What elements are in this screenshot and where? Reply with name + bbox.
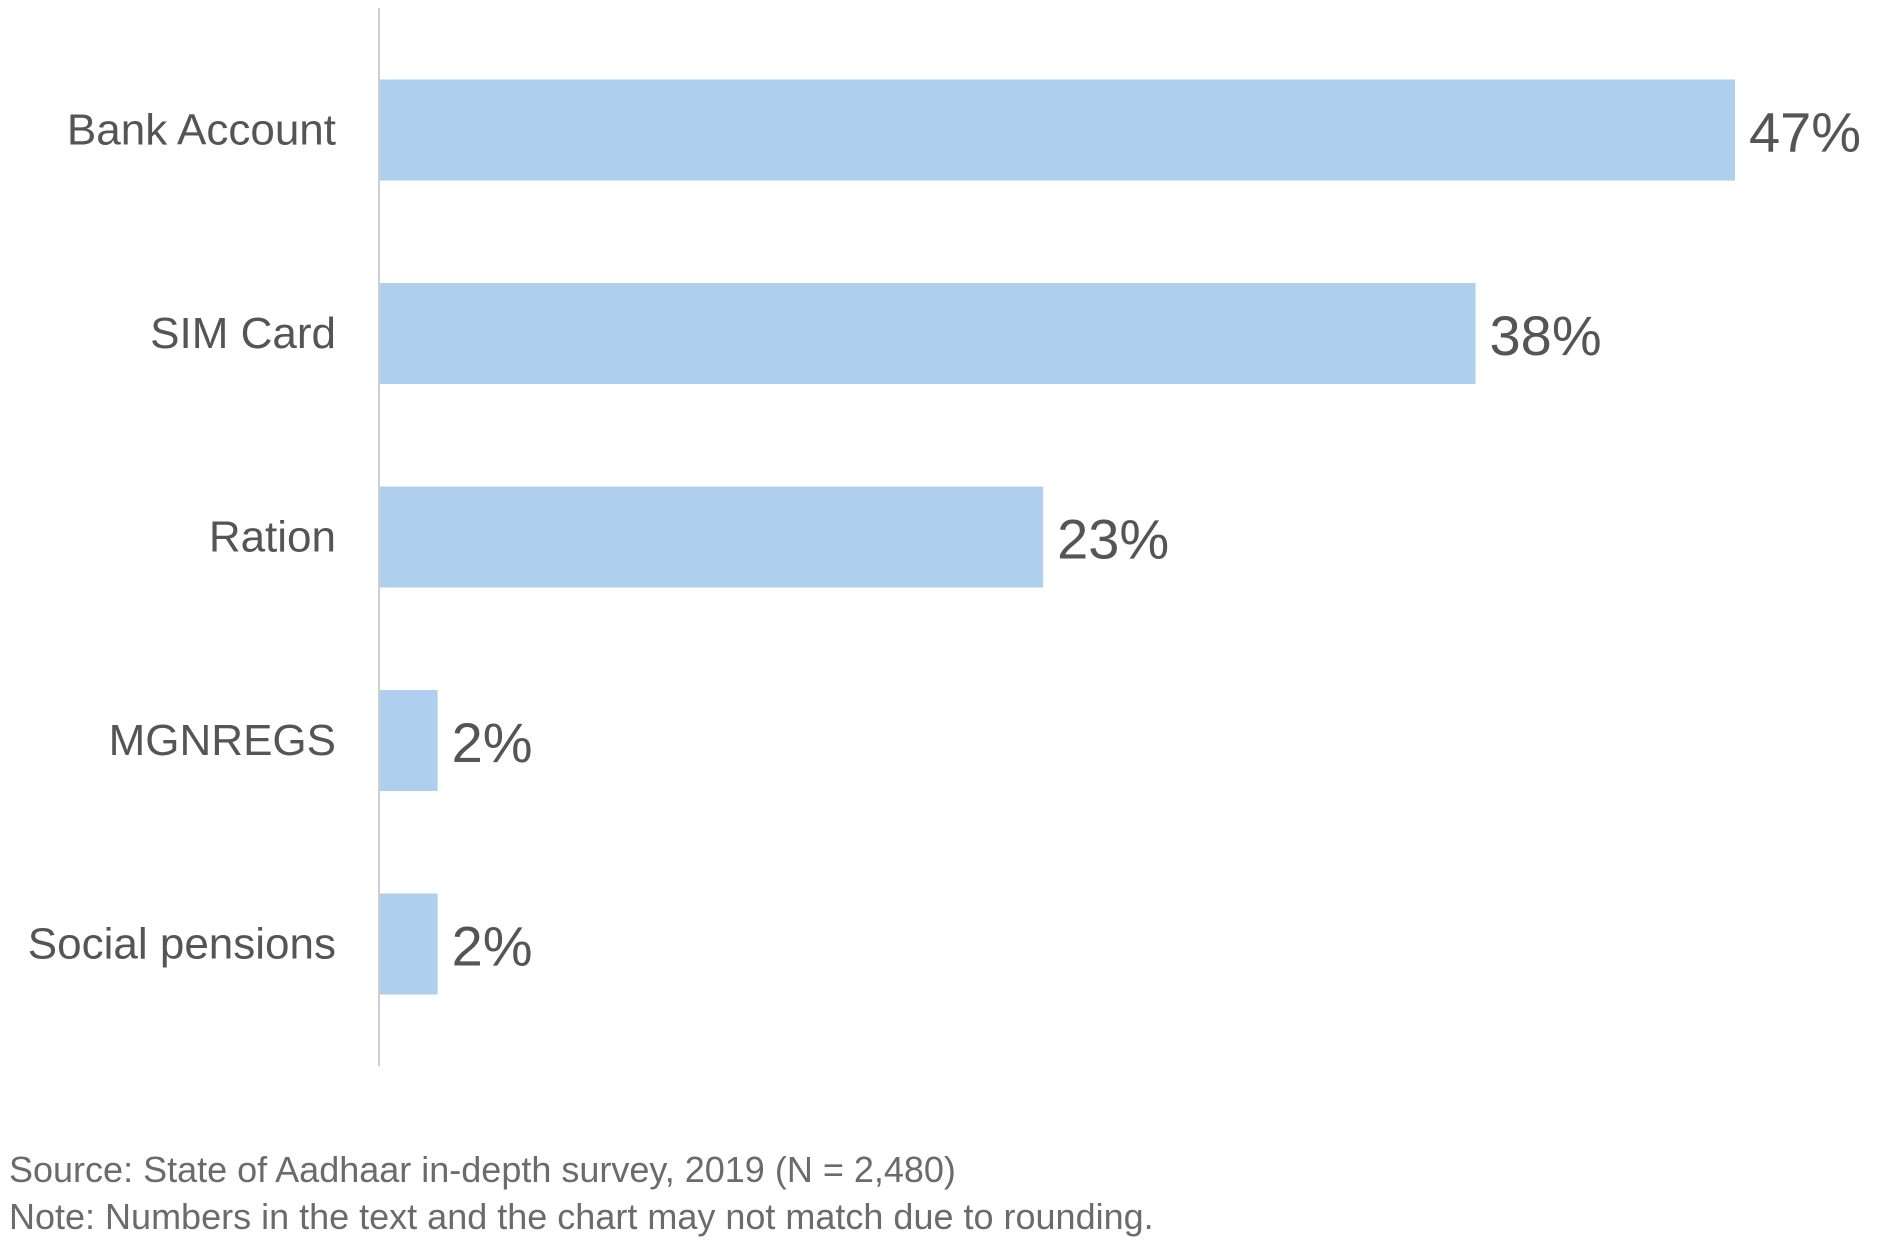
source-note: Source: State of Aadhaar in-depth survey… xyxy=(9,1149,956,1190)
category-label: Bank Account xyxy=(67,106,336,155)
bars xyxy=(380,79,1735,995)
value-label: 2% xyxy=(452,711,533,774)
bar-chart: Bank Account SIM Card Ration MGNREGS Social … xyxy=(28,8,1861,1066)
value-label: 2% xyxy=(452,915,533,978)
bar xyxy=(380,283,1476,384)
category-label: Social pensions xyxy=(28,920,336,969)
value-label: 47% xyxy=(1749,101,1861,164)
category-labels: Bank Account SIM Card Ration MGNREGS Social … xyxy=(28,106,336,969)
value-label: 38% xyxy=(1490,304,1602,367)
rounding-note: Note: Numbers in the text and the chart … xyxy=(9,1196,1154,1237)
value-label: 23% xyxy=(1057,508,1169,571)
category-label: SIM Card xyxy=(150,309,336,358)
bar xyxy=(380,486,1044,588)
bar xyxy=(380,79,1735,181)
bar xyxy=(380,690,438,791)
category-label: MGNREGS xyxy=(109,716,336,765)
category-label: Ration xyxy=(209,513,336,562)
value-labels: 47% 38% 23% 2% 2% xyxy=(452,101,1861,978)
bar xyxy=(380,893,438,995)
